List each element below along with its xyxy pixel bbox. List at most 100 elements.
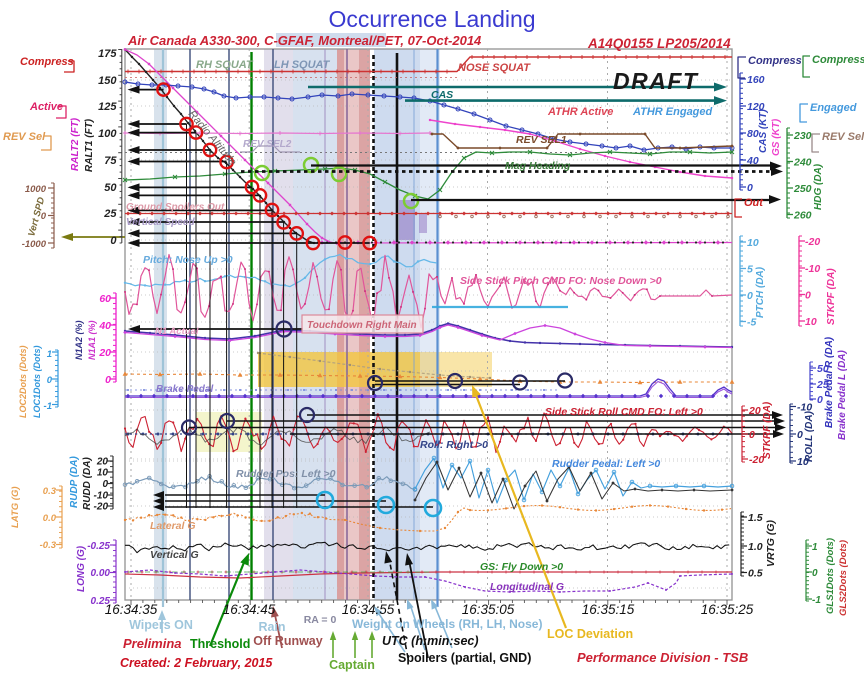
svg-text:Compress: Compress (748, 55, 802, 67)
svg-text:PTCH (DA): PTCH (DA) (755, 266, 766, 318)
svg-text:-10: -10 (805, 263, 820, 275)
svg-text:DRAFT: DRAFT (613, 68, 699, 94)
svg-text:40: 40 (98, 320, 111, 332)
svg-text:CAS (KT): CAS (KT) (758, 108, 769, 153)
svg-text:Engaged: Engaged (810, 102, 857, 114)
svg-text:Off Runway: Off Runway (253, 634, 322, 648)
svg-text:Out: Out (744, 197, 764, 209)
svg-text:LOC1Dots (Dots): LOC1Dots (Dots) (32, 346, 42, 419)
svg-text:-0.25: -0.25 (87, 541, 110, 552)
svg-text:RALT2 (FT): RALT2 (FT) (70, 117, 81, 171)
svg-text:0: 0 (817, 394, 823, 406)
svg-text:GS (KT): GS (KT) (771, 118, 782, 156)
svg-text:10: 10 (805, 316, 817, 328)
svg-text:120: 120 (747, 101, 765, 113)
svg-text:0: 0 (41, 211, 47, 222)
svg-text:230: 230 (793, 130, 812, 142)
svg-text:Roll: Right >0: Roll: Right >0 (420, 439, 488, 451)
svg-text:ATHR Active: ATHR Active (547, 106, 613, 118)
svg-text:Brake Pedal L (DA): Brake Pedal L (DA) (837, 349, 848, 440)
svg-text:LATG (G): LATG (G) (10, 486, 21, 528)
svg-text:-10: -10 (94, 491, 109, 502)
svg-text:GS: Fly Down >0: GS: Fly Down >0 (480, 561, 563, 573)
svg-text:0: 0 (47, 375, 53, 386)
svg-text:RH SQUAT: RH SQUAT (196, 59, 254, 71)
svg-text:Side Stick Roll CMD FO: Left >: Side Stick Roll CMD FO: Left >0 (545, 406, 703, 418)
svg-text:Spoilers (partial, GND): Spoilers (partial, GND) (398, 651, 531, 665)
svg-text:RA = 0: RA = 0 (304, 614, 337, 626)
svg-text:16:34:45: 16:34:45 (223, 602, 276, 617)
svg-text:Prelimina: Prelimina (123, 636, 182, 651)
svg-text:Mag Heading: Mag Heading (505, 160, 571, 172)
svg-text:0: 0 (102, 479, 108, 490)
svg-text:RALT1 (FT): RALT1 (FT) (84, 118, 95, 172)
svg-text:A14Q0155 LP205/2014: A14Q0155 LP205/2014 (587, 36, 731, 51)
svg-text:10: 10 (97, 468, 109, 479)
svg-text:Side Stick Pitch CMD FO: Nose: Side Stick Pitch CMD FO: Nose Down >0 (460, 275, 662, 287)
svg-text:260: 260 (793, 210, 812, 222)
svg-text:0: 0 (105, 374, 111, 386)
svg-text:Longitudinal G: Longitudinal G (490, 581, 564, 593)
svg-text:16:34:55: 16:34:55 (342, 602, 395, 617)
svg-text:25: 25 (816, 379, 829, 391)
svg-text:125: 125 (98, 101, 117, 113)
svg-text:UTC (h:min:sec): UTC (h:min:sec) (382, 634, 479, 648)
svg-text:N1A1 (%): N1A1 (%) (87, 320, 97, 360)
svg-text:10: 10 (747, 237, 759, 249)
svg-text:Rain: Rain (258, 620, 285, 634)
svg-text:20: 20 (748, 405, 761, 417)
svg-text:1.5: 1.5 (748, 512, 763, 524)
svg-text:Vertical G: Vertical G (150, 549, 199, 561)
svg-text:LH SQUAT: LH SQUAT (274, 59, 331, 71)
svg-text:5: 5 (747, 264, 753, 276)
svg-text:Lateral G: Lateral G (150, 520, 196, 532)
svg-text:Compress: Compress (20, 56, 74, 68)
svg-text:0.5: 0.5 (748, 568, 763, 580)
svg-text:240: 240 (793, 157, 812, 169)
svg-text:Compress: Compress (812, 54, 864, 66)
svg-text:150: 150 (98, 75, 117, 87)
svg-text:Threshold: Threshold (190, 637, 250, 651)
svg-text:REV SEL2: REV SEL2 (243, 139, 292, 150)
svg-text:Weight on Wheels (RH, LH, Nose: Weight on Wheels (RH, LH, Nose) (352, 617, 542, 631)
svg-text:0: 0 (805, 290, 811, 302)
svg-text:LOC Deviation: LOC Deviation (547, 627, 633, 641)
svg-text:-5: -5 (747, 317, 756, 329)
svg-text:20: 20 (98, 347, 111, 359)
svg-text:0.00: 0.00 (91, 568, 111, 579)
svg-text:N1A2 (%): N1A2 (%) (74, 320, 84, 360)
svg-text:80: 80 (747, 128, 759, 140)
svg-text:1: 1 (47, 349, 52, 360)
svg-text:0: 0 (812, 568, 818, 579)
svg-text:Wipers ON: Wipers ON (129, 618, 193, 632)
svg-text:LONG (G): LONG (G) (76, 545, 87, 592)
svg-text:Touchdown Right Main: Touchdown Right Main (307, 320, 417, 331)
svg-text:CAS: CAS (431, 89, 453, 101)
svg-text:Brake Pedal R (DA): Brake Pedal R (DA) (824, 336, 835, 428)
svg-text:25: 25 (103, 208, 117, 220)
svg-text:-20: -20 (94, 502, 109, 513)
svg-text:Active: Active (29, 101, 63, 113)
svg-text:VRTG (G): VRTG (G) (765, 519, 777, 567)
svg-text:ATHR Engaged: ATHR Engaged (632, 106, 713, 118)
svg-text:REV SEL1: REV SEL1 (516, 134, 567, 146)
svg-text:-1000: -1000 (22, 239, 47, 250)
svg-text:Occurrence Landing: Occurrence Landing (328, 6, 535, 32)
svg-text:0: 0 (797, 429, 803, 441)
svg-text:-1: -1 (812, 595, 821, 606)
svg-text:Air Canada A330-300, C-GFAF, M: Air Canada A330-300, C-GFAF, Montreal/PE… (127, 33, 482, 48)
svg-text:Pitch: Nose Up >0: Pitch: Nose Up >0 (143, 254, 233, 266)
svg-text:-20: -20 (749, 454, 764, 466)
svg-text:0: 0 (747, 182, 753, 194)
svg-text:Vertical Speed: Vertical Speed (126, 217, 195, 228)
svg-text:1000: 1000 (25, 184, 47, 195)
svg-text:REV Sel: REV Sel (3, 131, 46, 143)
svg-text:175: 175 (98, 48, 117, 60)
svg-text:0: 0 (110, 235, 117, 247)
svg-text:Ground Spoilers Out: Ground Spoilers Out (126, 202, 225, 213)
svg-text:0.25: 0.25 (91, 596, 111, 607)
svg-text:0.3: 0.3 (43, 486, 57, 497)
svg-text:16:35:05: 16:35:05 (462, 602, 515, 617)
svg-text:1: 1 (812, 542, 818, 553)
svg-text:N1 Actual: N1 Actual (155, 326, 199, 337)
